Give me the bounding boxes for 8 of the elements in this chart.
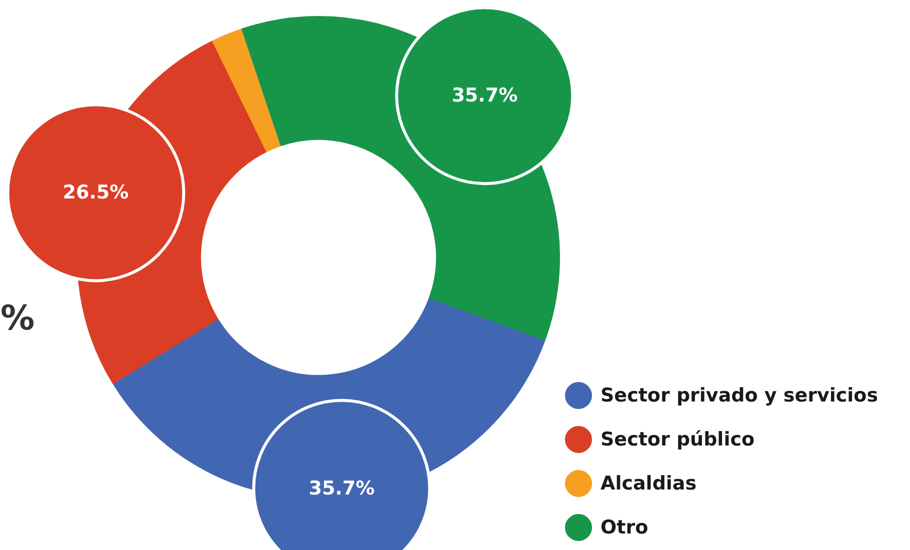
legend-label: Sector privado y servicios xyxy=(600,384,878,406)
data-label: 26.5% xyxy=(62,182,129,204)
data-label: 35.7% xyxy=(452,84,518,107)
legend-label: Otro xyxy=(600,516,648,538)
legend-label: Sector público xyxy=(600,428,755,450)
text: % xyxy=(0,298,35,338)
data-label: 35.7% xyxy=(308,477,375,500)
legend-label: Alcaldias xyxy=(600,472,697,494)
